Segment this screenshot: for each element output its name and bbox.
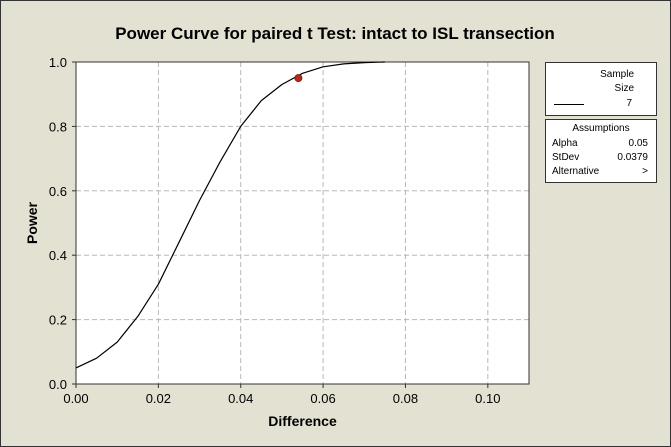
- y-tick-label: 0.4: [49, 248, 67, 263]
- x-axis-label: Difference: [268, 413, 337, 429]
- x-tick-label: 0.02: [146, 391, 171, 406]
- legend-sample-header: Sample: [600, 69, 634, 80]
- legend-line-swatch: [554, 104, 584, 105]
- assumptions-title: Assumptions: [572, 123, 630, 134]
- legend-size-header: Size: [614, 83, 634, 94]
- chart-title: Power Curve for paired t Test: intact to…: [115, 24, 555, 43]
- x-tick-label: 0.08: [393, 391, 418, 406]
- assumption-value: 0.05: [628, 138, 648, 149]
- assumption-row-stdev: StDev 0.0379: [552, 152, 648, 164]
- assumption-key: Alternative: [552, 166, 600, 177]
- assumption-value: >: [642, 166, 648, 177]
- y-tick-label: 0.0: [49, 377, 67, 392]
- assumption-value: 0.0379: [617, 152, 648, 163]
- assumption-row-alternative: Alternative >: [552, 166, 648, 178]
- plot-border: [75, 61, 530, 385]
- y-axis-label: Power: [24, 201, 40, 244]
- legend-sample-size-value: 7: [626, 98, 632, 109]
- y-tick-label: 0.8: [49, 119, 67, 134]
- y-tick-label: 1.0: [49, 55, 67, 70]
- x-tick-label: 0.10: [475, 391, 500, 406]
- y-tick-label: 0.2: [49, 313, 67, 328]
- sample-size-legend: Sample Size 7: [545, 62, 657, 116]
- assumptions-legend: Assumptions Alpha 0.05 StDev 0.0379 Alte…: [545, 119, 657, 183]
- plot-area: [76, 62, 529, 384]
- power-point-marker: [294, 74, 303, 83]
- assumption-key: Alpha: [552, 138, 578, 149]
- x-tick-label: 0.04: [228, 391, 253, 406]
- assumption-row-alpha: Alpha 0.05: [552, 138, 648, 150]
- assumption-key: StDev: [552, 152, 580, 163]
- series-line-7: [75, 61, 385, 369]
- x-tick-label: 0.06: [310, 391, 335, 406]
- x-tick-label: 0.00: [63, 391, 88, 406]
- y-tick-label: 0.6: [49, 184, 67, 199]
